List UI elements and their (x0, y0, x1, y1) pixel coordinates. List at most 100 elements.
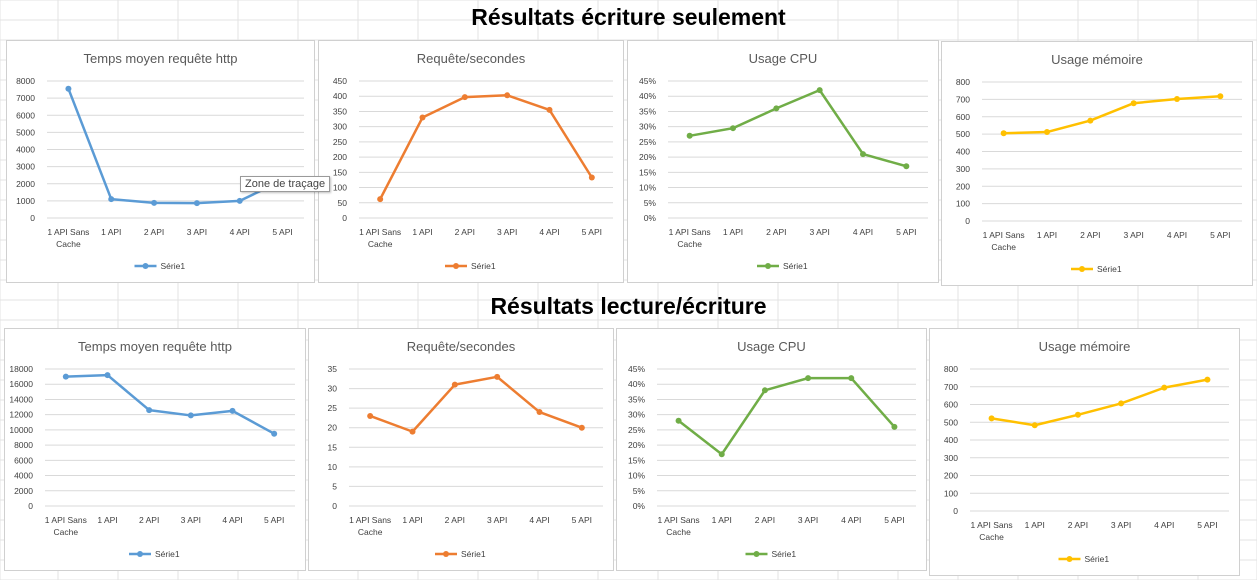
x-tick-label: 2 API (1068, 520, 1088, 530)
section-title-read-write: Résultats lecture/écriture (490, 293, 767, 319)
x-tick-label: 4 API (539, 227, 559, 237)
chart-rw-requests-per-second[interactable]: Requête/secondes 0 5 10 15 20 25 30 35 1 API Sans… (308, 328, 614, 571)
data-point (848, 375, 855, 382)
y-tick-label: 400 (956, 147, 970, 157)
x-tick-label: 4 API (529, 515, 549, 525)
y-tick-label: 0% (633, 501, 646, 511)
data-point (409, 428, 416, 435)
y-tick-label: 300 (956, 164, 970, 174)
x-tick-label: 1 API (101, 227, 121, 237)
chart-title: Temps moyen requête http (78, 339, 232, 354)
data-point (761, 387, 768, 394)
chart-title: Usage CPU (737, 339, 806, 354)
chart-rw-http-time[interactable]: Temps moyen requête http 0 2000 4000 6000 800… (4, 328, 306, 571)
x-tick-label: 3 API (1124, 230, 1144, 240)
data-point (773, 105, 780, 112)
data-point (1044, 129, 1050, 136)
data-point (805, 375, 812, 382)
data-point (1118, 400, 1125, 407)
series-line (67, 88, 284, 205)
data-point (504, 92, 511, 99)
y-tick-label: 0 (953, 506, 958, 516)
y-tick-label: 0 (965, 216, 970, 226)
y-tick-label: 15% (628, 455, 645, 465)
legend-label: Série1 (155, 549, 180, 559)
legend-marker (443, 551, 449, 557)
plot-area-tooltip: Zone de traçage (240, 176, 331, 192)
x-tick-label: 4 API (1154, 520, 1174, 530)
x-tick-label: 5 API (582, 227, 602, 237)
chart-write-requests-per-second[interactable]: Requête/secondes 0 50 100 150 200 250 300 350 400… (318, 40, 624, 283)
x-tick-label: 5 API (896, 227, 916, 237)
x-tick-label: 3 API (187, 227, 207, 237)
data-point (367, 412, 374, 419)
y-tick-label: 5 (332, 481, 337, 491)
y-tick-label: 100 (944, 488, 958, 498)
data-point (461, 94, 468, 101)
y-tick-label: 16000 (9, 379, 33, 389)
x-tick-label: 5 API (884, 515, 904, 525)
y-tick-label: 200 (944, 471, 958, 481)
data-point (377, 196, 384, 203)
y-tick-label: 10000 (9, 425, 33, 435)
y-tick-label: 250 (333, 137, 347, 147)
data-point (1204, 376, 1211, 383)
y-tick-label: 12000 (9, 410, 33, 420)
chart-title: Temps moyen requête http (84, 51, 238, 66)
y-tick-label: 150 (333, 167, 347, 177)
y-tick-label: 700 (956, 94, 970, 104)
x-tick-label: 1 API (1037, 230, 1057, 240)
data-point (1000, 130, 1007, 137)
x-tick-label: 1 API Sans Cache (47, 227, 89, 249)
series-line (379, 94, 593, 200)
y-tick-label: 18000 (9, 364, 33, 374)
data-point (65, 85, 72, 92)
data-point (1174, 96, 1180, 103)
x-tick-label: 4 API (841, 515, 861, 525)
chart-rw-cpu-usage[interactable]: Usage CPU 0% 5% 10% 15% 20% 25% 30% 35% 40% 45% 1 A… (616, 328, 927, 571)
legend-label: Série1 (461, 549, 486, 559)
data-point (104, 372, 111, 379)
legend-marker (765, 263, 771, 269)
y-tick-label: 100 (333, 183, 347, 193)
legend-label: Série1 (772, 549, 797, 559)
chart-write-memory-usage[interactable]: Usage mémoire 0 100 200 300 400 500 600 700 800 1 … (941, 41, 1253, 286)
x-tick-label: 4 API (230, 227, 250, 237)
data-point (1217, 93, 1224, 100)
x-tick-label: 4 API (853, 227, 873, 237)
data-point (193, 200, 200, 207)
y-tick-label: 200 (333, 152, 347, 162)
y-tick-label: 2000 (16, 179, 35, 189)
x-tick-label: 5 API (264, 515, 284, 525)
chart-write-http-time[interactable]: Temps moyen requête http 0 1000 2000 3000 400… (6, 40, 315, 283)
legend-label: Série1 (783, 261, 808, 271)
legend-label: Série1 (471, 261, 496, 271)
y-tick-label: 25% (628, 425, 645, 435)
x-tick-label: 5 API (572, 515, 592, 525)
y-tick-label: 25 (328, 403, 338, 413)
y-tick-label: 6000 (16, 110, 35, 120)
legend-label: Série1 (161, 261, 186, 271)
y-tick-label: 35% (639, 106, 656, 116)
series-line (369, 375, 583, 433)
data-point (451, 381, 458, 388)
series-line (677, 376, 896, 456)
chart-title: Usage mémoire (1039, 339, 1131, 354)
y-tick-label: 14000 (9, 394, 33, 404)
y-tick-label: 300 (944, 453, 958, 463)
y-tick-label: 10% (628, 471, 645, 481)
chart-write-cpu-usage[interactable]: Usage CPU 0% 5% 10% 15% 20% 25% 30% 35% 40% 45% 1 A… (627, 40, 939, 283)
data-point (108, 196, 115, 203)
chart-rw-memory-usage[interactable]: Usage mémoire 0 100 200 300 400 500 600 700 800 1 … (929, 328, 1240, 576)
x-tick-label: 1 API (97, 515, 117, 525)
y-tick-label: 1000 (16, 196, 35, 206)
y-tick-label: 0 (342, 213, 347, 223)
y-tick-label: 600 (956, 112, 970, 122)
legend-marker (142, 263, 149, 269)
y-tick-label: 35% (628, 394, 645, 404)
data-point (860, 151, 866, 158)
y-tick-label: 100 (956, 199, 970, 209)
y-tick-label: 35 (328, 364, 338, 374)
y-tick-label: 700 (944, 382, 958, 392)
data-point (494, 373, 501, 380)
